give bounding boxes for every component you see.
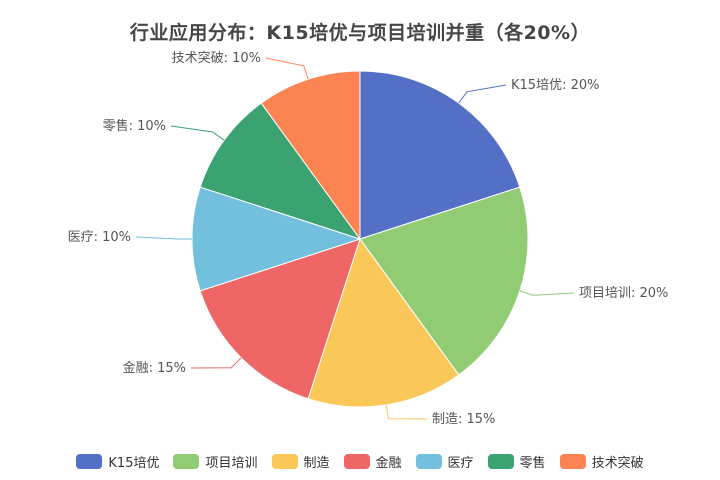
legend-item-5[interactable]: 医疗: [415, 452, 474, 471]
legend-swatch: [487, 454, 514, 469]
slice-label-6: 零售: 10%: [103, 118, 166, 134]
pie-slice-4[interactable]: [199, 238, 361, 400]
legend-swatch: [415, 454, 442, 469]
legend-item-2[interactable]: 项目培训: [173, 452, 258, 471]
slice-label-1: K15培优: 20%: [511, 77, 599, 93]
legend-item-3[interactable]: 制造: [271, 452, 330, 471]
legend-swatch: [559, 454, 586, 469]
legend-label: 项目培训: [205, 456, 258, 471]
legend-label: 金融: [375, 456, 402, 471]
legend-item-1[interactable]: K15培优: [76, 452, 159, 471]
slice-label-3: 制造: 15%: [432, 412, 495, 427]
legend-label: 技术突破: [591, 456, 644, 471]
legend-item-4[interactable]: 金融: [343, 452, 402, 471]
slice-label-7: 技术突破: 10%: [172, 50, 261, 66]
chart-legend: K15培优 项目培训 制造 金融 医疗 零售 技术突破: [0, 452, 720, 471]
slice-label-5: 医疗: 10%: [68, 230, 131, 245]
legend-label: 零售: [519, 456, 546, 471]
chart-title: 行业应用分布：K15培优与项目培训并重（各20%）: [129, 22, 591, 44]
legend-label: 医疗: [447, 456, 474, 471]
leader-line-1: [458, 84, 507, 104]
legend-swatch: [173, 454, 200, 469]
leader-line-3: [385, 404, 428, 420]
legend-swatch: [343, 454, 370, 469]
pie-slice-2[interactable]: [359, 186, 529, 376]
leader-line-5: [135, 236, 192, 240]
leader-line-2: [519, 290, 575, 296]
legend-item-7[interactable]: 技术突破: [559, 452, 644, 471]
pie-slice-3[interactable]: [307, 237, 460, 408]
legend-label: K15培优: [108, 456, 160, 471]
legend-swatch: [76, 454, 103, 469]
legend-label: 制造: [303, 456, 330, 471]
legend-item-6[interactable]: 零售: [487, 452, 546, 471]
pie-slice-7[interactable]: [260, 70, 361, 241]
legend-swatch: [271, 454, 298, 469]
slice-label-2: 项目培训: 20%: [579, 285, 668, 301]
leader-line-7: [265, 57, 309, 80]
slice-label-4: 金融: 15%: [123, 360, 186, 376]
leader-line-4: [190, 357, 242, 369]
leader-line-6: [170, 125, 225, 141]
